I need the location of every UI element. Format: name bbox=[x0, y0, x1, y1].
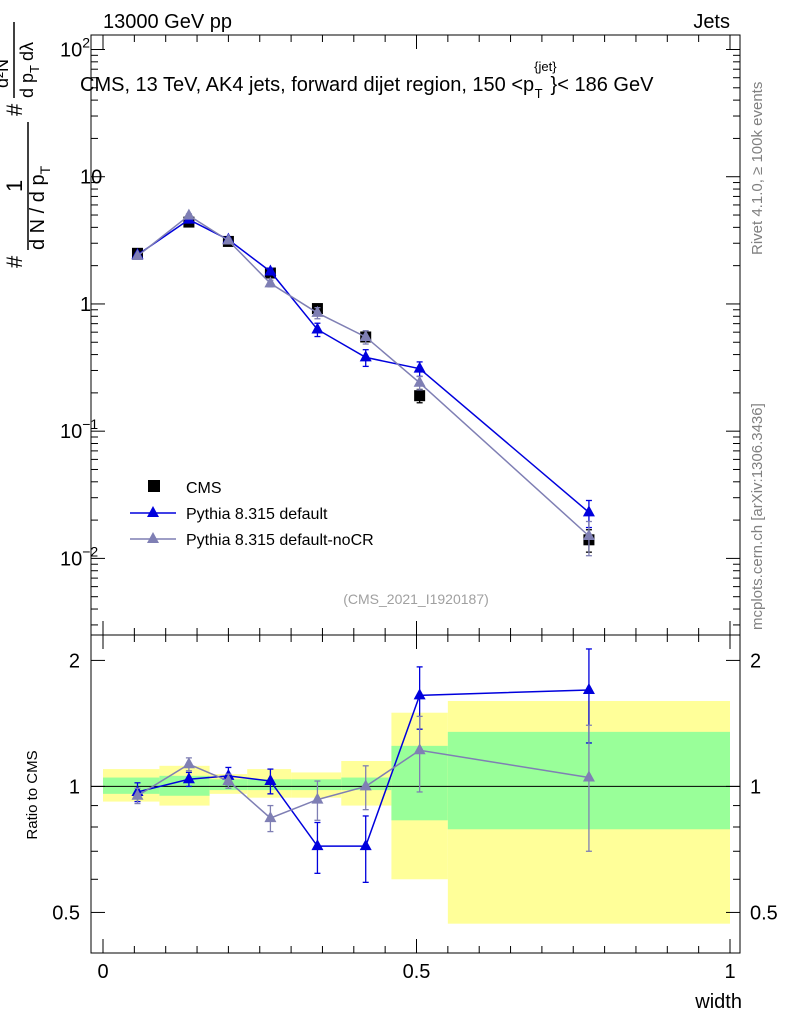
ylabel-frac-num: 1 bbox=[2, 180, 27, 192]
main-y-tick-label: 10 bbox=[80, 167, 102, 189]
main-y-tick-label: 10−1 bbox=[60, 416, 98, 443]
main-y-tick-base: 10 bbox=[60, 548, 82, 570]
x-tick-label: 0.5 bbox=[403, 961, 431, 983]
ratio-panel: 0.5 0.51 12 2 0 0.5 1 Ratio to CMS width bbox=[24, 634, 778, 1013]
chart-title-sup: {jet} bbox=[534, 59, 557, 74]
legend-nocr-marker bbox=[147, 532, 159, 543]
ylabel-frac-den: d N / d pT bbox=[27, 165, 53, 250]
data-point-cms bbox=[414, 390, 426, 402]
ylabel-den2-b: dλ bbox=[17, 42, 37, 61]
legend-default-marker bbox=[147, 506, 159, 517]
data-point-2 bbox=[182, 208, 195, 220]
side-text-rivet: Rivet 4.1.0, ≥ 100k events bbox=[749, 82, 766, 255]
data-point-1 bbox=[264, 264, 277, 276]
data-point-1 bbox=[311, 322, 324, 334]
data-point-1 bbox=[413, 361, 426, 373]
ratio-y-tick-label-right: 2 bbox=[750, 650, 761, 672]
ratio-line-1 bbox=[137, 749, 590, 819]
main-y-tick-label: 102 bbox=[60, 34, 90, 61]
ylabel-den2: d pTdλ bbox=[17, 42, 42, 98]
ratio-point-0 bbox=[182, 772, 195, 784]
data-point-2 bbox=[222, 233, 235, 245]
data-point-2 bbox=[582, 528, 595, 540]
chart-title-sub: T bbox=[535, 86, 543, 101]
main-series-layer bbox=[131, 208, 595, 557]
header-left: 13000 GeV pp bbox=[103, 11, 232, 33]
main-x-ticks bbox=[102, 35, 731, 635]
main-y-tick-base: 10 bbox=[60, 421, 82, 443]
ratio-frame bbox=[90, 634, 741, 954]
data-point-2 bbox=[264, 276, 277, 288]
data-point-2 bbox=[311, 305, 324, 317]
analysis-tag: (CMS_2021_I1920187) bbox=[343, 591, 489, 607]
main-y-tick-label: 10−2 bbox=[60, 543, 98, 570]
data-point-2 bbox=[131, 249, 144, 261]
ratio-x-ticks: 0 0.5 1 bbox=[97, 635, 736, 983]
series-line-1 bbox=[137, 218, 590, 513]
data-point-2 bbox=[413, 375, 426, 387]
main-y-label: # 1 d N / d pT # d²N d pTdλ bbox=[0, 22, 53, 268]
ylabel-den2-sub: T bbox=[27, 65, 42, 73]
band-inner bbox=[159, 775, 210, 796]
chart-title: CMS, 13 TeV, AK4 jets, forward dijet reg… bbox=[80, 59, 654, 101]
ratio-point-1 bbox=[413, 743, 426, 755]
ratio-point-0 bbox=[311, 839, 324, 851]
main-y-tick-exp: −2 bbox=[82, 543, 98, 559]
data-point-1 bbox=[359, 350, 372, 362]
x-axis-label: width bbox=[694, 991, 742, 1013]
data-point-2 bbox=[359, 329, 372, 341]
ratio-y-tick-label-right: 0.5 bbox=[750, 902, 778, 924]
ratio-point-1 bbox=[222, 774, 235, 786]
ratio-point-0 bbox=[264, 774, 277, 786]
x-tick-label: 0 bbox=[97, 961, 108, 983]
main-y-tick-exp: 2 bbox=[82, 34, 90, 50]
legend-default-label: Pythia 8.315 default bbox=[186, 506, 328, 523]
ratio-y-tick-label: 1 bbox=[69, 776, 80, 798]
ylabel-frac-den-a: d N / d p bbox=[27, 174, 49, 250]
ratio-series-layer bbox=[131, 648, 595, 883]
band-inner bbox=[103, 777, 160, 794]
legend-nocr-label: Pythia 8.315 default-noCR bbox=[186, 532, 374, 549]
ratio-y-tick-label: 0.5 bbox=[52, 902, 80, 924]
ratio-y-tick-label-right: 1 bbox=[750, 776, 761, 798]
legend: CMS Pythia 8.315 default Pythia 8.315 de… bbox=[130, 480, 374, 549]
main-y-tick-base: 10 bbox=[80, 167, 102, 189]
ratio-y-ticks: 0.5 0.5 1 1 2 2 bbox=[52, 650, 778, 954]
header-right: Jets bbox=[693, 11, 730, 33]
ratio-y-tick-label: 2 bbox=[69, 650, 80, 672]
legend-cms-label: CMS bbox=[186, 480, 222, 497]
main-y-tick-base: 10 bbox=[60, 39, 82, 61]
ratio-point-1 bbox=[311, 792, 324, 804]
band-inner bbox=[291, 779, 342, 791]
chart-title-end: }< 186 GeV bbox=[551, 74, 655, 96]
ratio-point-1 bbox=[264, 811, 277, 823]
main-y-tick-label: 1 bbox=[80, 294, 91, 316]
x-tick-label: 1 bbox=[724, 961, 735, 983]
main-y-tick-exp: −1 bbox=[82, 416, 98, 432]
chart-title-text: CMS, 13 TeV, AK4 jets, forward dijet reg… bbox=[80, 74, 534, 96]
ratio-y-label: Ratio to CMS bbox=[24, 750, 41, 839]
ratio-point-1 bbox=[359, 779, 372, 791]
ylabel-num2: d²N bbox=[0, 59, 12, 88]
main-y-tick-base: 1 bbox=[80, 294, 91, 316]
ratio-point-0 bbox=[413, 688, 426, 700]
ratio-point-1 bbox=[131, 788, 144, 800]
ratio-point-1 bbox=[182, 757, 195, 769]
side-text-mcplots: mcplots.cern.ch [arXiv:1306.3436] bbox=[749, 403, 766, 630]
legend-cms-marker bbox=[148, 480, 160, 492]
data-point-1 bbox=[582, 505, 595, 517]
ylabel-den2-a: d p bbox=[17, 73, 37, 98]
ratio-point-1 bbox=[582, 770, 595, 782]
ratio-point-0 bbox=[359, 839, 372, 851]
ylabel-hash-1: # bbox=[2, 255, 27, 268]
ylabel-frac-den-sub: T bbox=[37, 165, 53, 174]
ratio-bands bbox=[103, 700, 730, 924]
series-line-2 bbox=[137, 214, 590, 537]
ratio-point-0 bbox=[582, 682, 595, 694]
ratio-line-0 bbox=[137, 689, 589, 847]
ylabel-hash-2: # bbox=[2, 103, 27, 116]
